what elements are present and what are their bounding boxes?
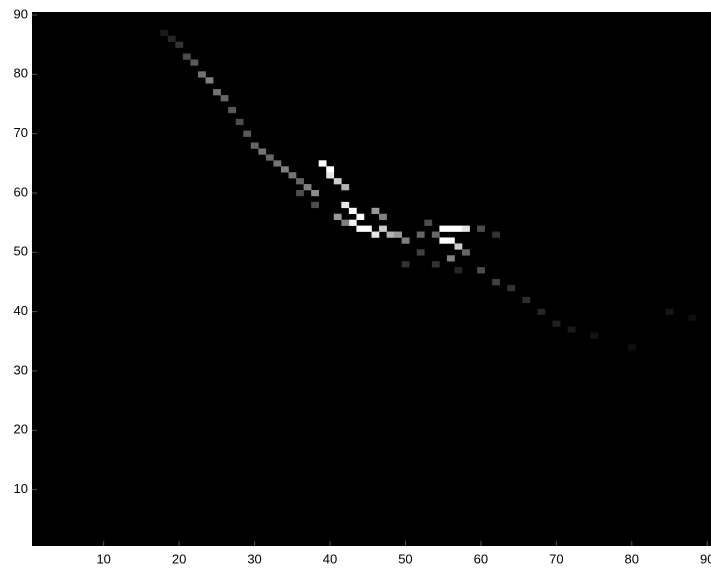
cell — [628, 344, 636, 350]
cell — [432, 261, 440, 267]
cell — [349, 208, 357, 214]
y-tick-label: 50 — [14, 244, 28, 259]
cell — [311, 190, 319, 196]
cell — [417, 249, 425, 255]
plot-area — [32, 12, 711, 546]
cell — [160, 30, 168, 36]
cell — [666, 309, 674, 315]
cell — [326, 166, 334, 172]
cell — [341, 184, 349, 190]
cell — [372, 208, 380, 214]
cell — [507, 285, 515, 291]
chart: 10 20 30 40 50 60 70 80 90 10 20 30 40 50 60 70 80 90 — [0, 0, 711, 571]
cell — [387, 232, 395, 238]
y-tick-label: 60 — [14, 184, 28, 199]
cell — [311, 202, 319, 208]
cell — [296, 190, 304, 196]
cell — [568, 326, 576, 332]
cell — [432, 232, 440, 238]
y-tick-label: 30 — [14, 362, 28, 377]
y-tick-label: 70 — [14, 125, 28, 140]
cell — [447, 226, 455, 232]
cell — [349, 220, 357, 226]
cell — [251, 143, 259, 149]
cell — [356, 226, 364, 232]
cell — [537, 309, 545, 315]
y-tick-label: 10 — [14, 481, 28, 496]
cell — [477, 267, 485, 273]
cell — [168, 36, 176, 42]
cell — [447, 255, 455, 261]
x-tick-label: 50 — [398, 551, 412, 566]
cell — [326, 172, 334, 178]
x-tick-label: 60 — [474, 551, 488, 566]
cell — [273, 160, 281, 166]
cell — [258, 148, 266, 154]
cell — [454, 243, 462, 249]
cell — [266, 154, 274, 160]
cell — [341, 202, 349, 208]
cell — [334, 178, 342, 184]
y-tick-label: 40 — [14, 303, 28, 318]
cell — [462, 249, 470, 255]
x-tick-label: 10 — [96, 551, 110, 566]
cell — [379, 226, 387, 232]
cell — [341, 220, 349, 226]
cell — [243, 131, 251, 137]
cell — [402, 261, 410, 267]
cell — [439, 226, 447, 232]
cell — [522, 297, 530, 303]
cell — [296, 178, 304, 184]
x-tick-label: 30 — [247, 551, 261, 566]
cell — [175, 42, 183, 48]
cell — [394, 232, 402, 238]
cell — [190, 59, 198, 65]
cell — [402, 237, 410, 243]
cell — [228, 107, 236, 113]
cell — [688, 315, 696, 321]
cell — [236, 119, 244, 125]
cell — [590, 332, 598, 338]
x-tick-label: 40 — [323, 551, 337, 566]
cell — [462, 226, 470, 232]
cell — [379, 214, 387, 220]
cell — [334, 214, 342, 220]
x-tick-label: 70 — [549, 551, 563, 566]
cell — [364, 226, 372, 232]
cell — [447, 237, 455, 243]
cell — [304, 184, 312, 190]
cell — [198, 71, 206, 77]
cell — [492, 279, 500, 285]
cell — [221, 95, 229, 101]
cell — [289, 172, 297, 178]
cell — [417, 232, 425, 238]
y-tick-label: 20 — [14, 422, 28, 437]
y-tick-label: 80 — [14, 66, 28, 81]
cell — [454, 267, 462, 273]
cell — [206, 77, 214, 83]
cell — [319, 160, 327, 166]
cell — [213, 89, 221, 95]
y-tick-label: 90 — [14, 6, 28, 21]
x-tick-label: 20 — [172, 551, 186, 566]
cell — [454, 226, 462, 232]
x-tick-label: 90 — [700, 551, 711, 566]
x-tick-label: 80 — [625, 551, 639, 566]
cell — [553, 321, 561, 327]
cell — [424, 220, 432, 226]
cell — [183, 54, 191, 60]
cell — [492, 232, 500, 238]
cell — [439, 237, 447, 243]
cell — [281, 166, 289, 172]
cell — [356, 214, 364, 220]
cell — [372, 232, 380, 238]
cell — [477, 226, 485, 232]
